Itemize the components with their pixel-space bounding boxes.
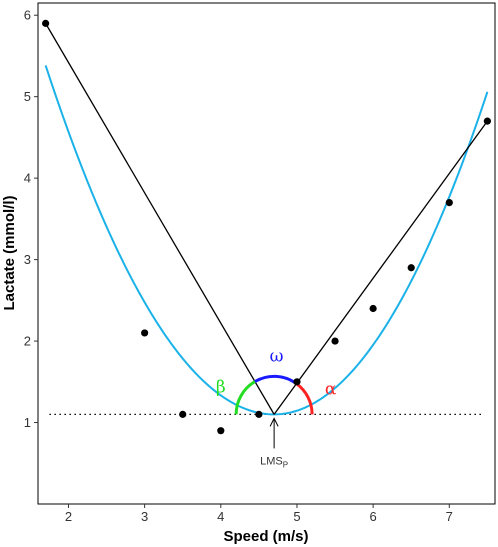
data-point xyxy=(483,117,491,125)
angle-label: α xyxy=(325,380,337,400)
x-tick-label: 2 xyxy=(65,509,72,524)
lms-label: LMSP xyxy=(260,455,288,469)
lms-arrow-head xyxy=(269,417,279,427)
data-point xyxy=(42,19,50,27)
x-axis-title: Speed (m/s) xyxy=(223,528,308,545)
y-tick-label: 3 xyxy=(24,252,31,267)
tangent-line xyxy=(273,120,488,415)
y-tick-label: 2 xyxy=(24,334,31,349)
angle-label: β xyxy=(216,378,226,398)
angle-arc xyxy=(234,380,256,415)
y-tick-label: 6 xyxy=(24,8,31,23)
x-tick-label: 6 xyxy=(370,509,377,524)
y-tick-label: 1 xyxy=(24,415,31,430)
x-tick-label: 4 xyxy=(217,509,224,524)
x-tick-label: 5 xyxy=(293,509,300,524)
data-point xyxy=(217,427,225,435)
angle-label: ω xyxy=(270,346,284,366)
data-points-layer xyxy=(42,19,491,435)
fitted-curve xyxy=(44,65,489,416)
tangent-lines-layer xyxy=(45,23,488,415)
data-point xyxy=(445,198,453,207)
data-point xyxy=(255,410,263,418)
data-point xyxy=(407,264,415,272)
data-point xyxy=(369,304,377,313)
y-axis-title: Lactate (mmol/l) xyxy=(1,195,18,310)
data-point xyxy=(141,329,149,337)
data-point xyxy=(331,337,339,345)
x-tick-label: 3 xyxy=(141,509,148,524)
x-tick-label: 7 xyxy=(446,509,453,524)
y-tick-label: 4 xyxy=(24,171,31,186)
y-axis: 1 2 3 4 5 6 xyxy=(24,8,38,430)
annotation-layer: LMSP xyxy=(260,417,288,469)
angle-arcs-layer: β ω α xyxy=(216,346,337,415)
x-axis: 2 3 4 5 6 7 xyxy=(65,504,453,524)
tangent-line xyxy=(45,23,275,415)
data-point xyxy=(293,378,301,386)
angle-arc xyxy=(254,374,298,385)
data-point xyxy=(179,410,187,418)
y-tick-label: 5 xyxy=(24,89,31,104)
fitted-curve-layer xyxy=(44,65,489,416)
angle-arc xyxy=(295,382,314,415)
plot-panel xyxy=(37,2,496,505)
